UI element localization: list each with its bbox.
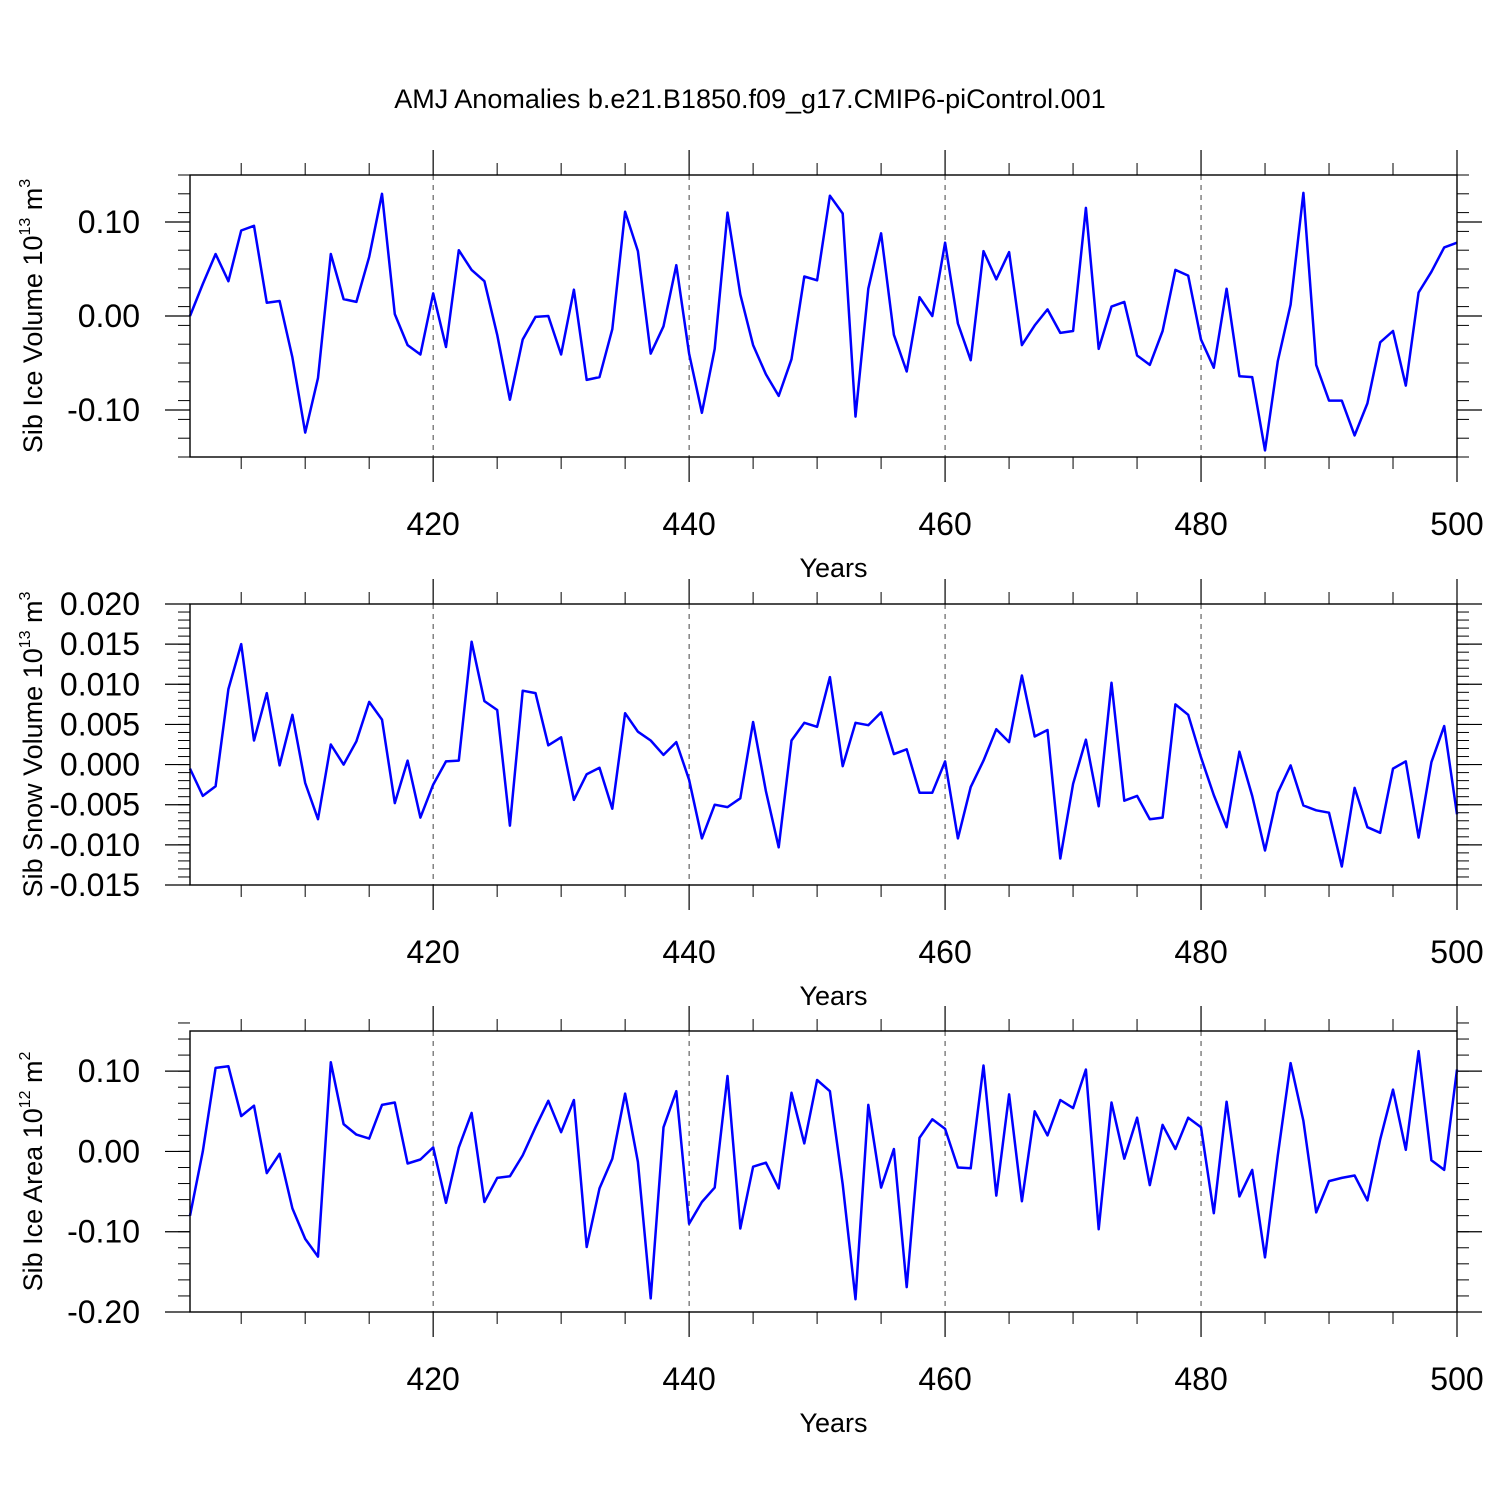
y-tick-label: 0.010: [60, 666, 140, 702]
plot-frame: [189, 1030, 1458, 1313]
y-axis-title: Sib Snow Volume 1013 m3: [17, 591, 48, 897]
panel-1: 420 440 460 480 500 -0.10 0.00 0.10 Years Sib Ice…: [17, 150, 1484, 583]
y-tick-label: 0.000: [60, 747, 140, 783]
series-line: [188, 1049, 1459, 1301]
y-tick-label: -0.010: [49, 827, 140, 863]
y-tick-label: -0.10: [67, 392, 140, 428]
x-tick-label: 420: [406, 1361, 459, 1397]
x-tick-label: 420: [406, 934, 459, 970]
plot-frame: [189, 603, 1458, 886]
x-tick-label: 480: [1174, 1361, 1227, 1397]
panel-3: 420 440 460 480 500 -0.20 -0.10 0.00 0.10 Years Si…: [17, 1006, 1484, 1438]
x-tick-label: 480: [1174, 506, 1227, 542]
x-axis-title: Years: [799, 981, 867, 1011]
y-tick-label: 0.00: [78, 1133, 140, 1169]
x-tick-label: 440: [662, 506, 715, 542]
y-tick-label: 0.10: [78, 1053, 140, 1089]
y-tick-label: 0.005: [60, 706, 140, 742]
x-tick-label: 440: [662, 934, 715, 970]
x-tick-label: 460: [918, 934, 971, 970]
x-tick-label: 500: [1430, 934, 1483, 970]
y-axis-title: Sib Ice Area 1012 m2: [17, 1051, 48, 1291]
x-tick-label: 440: [662, 1361, 715, 1397]
x-tick-label: 480: [1174, 934, 1227, 970]
x-tick-label: 500: [1430, 506, 1483, 542]
y-tick-label: -0.015: [49, 867, 140, 903]
x-axis-title: Years: [799, 1408, 867, 1438]
y-tick-label: -0.20: [67, 1294, 140, 1330]
y-tick-label: 0.020: [60, 586, 140, 622]
x-tick-label: 460: [918, 506, 971, 542]
series-line: [188, 191, 1458, 452]
y-axis-title: Sib Ice Volume 1013 m3: [17, 179, 48, 453]
y-tick-label: -0.10: [67, 1214, 140, 1250]
x-tick-label: 500: [1430, 1361, 1483, 1397]
x-tick-label: 420: [406, 506, 459, 542]
y-tick-label: -0.005: [49, 787, 140, 823]
y-tick-label: 0.10: [78, 204, 140, 240]
panel-2: 420 440 460 480 500 -0.015 -0.010 -0.005 0.000 0.…: [17, 579, 1484, 1011]
x-axis-title: Years: [799, 553, 867, 583]
series-line: [188, 640, 1459, 868]
y-tick-label: 0.00: [78, 298, 140, 334]
plot-frame: [189, 174, 1458, 458]
y-tick-label: 0.015: [60, 626, 140, 662]
x-tick-label: 460: [918, 1361, 971, 1397]
chart-title: AMJ Anomalies b.e21.B1850.f09_g17.CMIP6-…: [394, 84, 1106, 114]
